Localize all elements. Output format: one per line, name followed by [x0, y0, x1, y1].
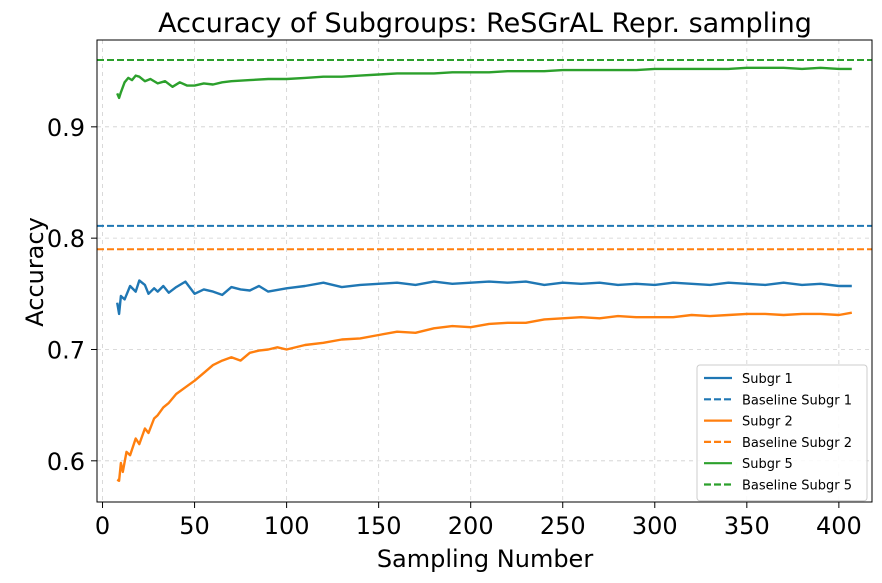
x-tick-label: 0: [95, 512, 110, 540]
x-tick-label: 200: [448, 512, 494, 540]
legend-label: Subgr 2: [742, 415, 793, 430]
y-tick-label: 0.6: [47, 448, 85, 476]
legend-box: [696, 364, 868, 502]
x-axis-ticks: 0 50 100 150 200 250 300 350 400: [95, 502, 862, 540]
x-tick-label: 350: [724, 512, 770, 540]
x-tick-label: 150: [356, 512, 402, 540]
y-tick-label: 0.7: [47, 336, 85, 364]
x-tick-label: 50: [179, 512, 210, 540]
subgr-1-line: [116, 279, 852, 316]
x-axis-label: Sampling Number: [377, 545, 594, 573]
plot-frame: [96, 39, 873, 503]
legend-label: Baseline Subgr 1: [742, 393, 852, 408]
y-tick-label: 0.9: [47, 114, 85, 142]
x-tick-label: 300: [632, 512, 678, 540]
subgr-2-line: [116, 311, 853, 482]
subgr-5-line: [116, 66, 852, 100]
legend: Subgr 1 Baseline Subgr 1 Subgr 2 Baseline S…: [696, 364, 868, 502]
x-tick-label: 100: [264, 512, 310, 540]
series-layer: [97, 59, 872, 482]
y-axis-ticks: 0.6 0.7 0.8 0.9: [47, 114, 97, 476]
legend-label: Baseline Subgr 5: [742, 479, 852, 494]
y-tick-label: 0.8: [47, 225, 85, 253]
legend-label: Baseline Subgr 2: [742, 436, 852, 451]
x-tick-label: 400: [816, 512, 862, 540]
x-tick-label: 250: [540, 512, 586, 540]
chart-title: Accuracy of Subgroups: ReSGrAL Repr. sam…: [158, 8, 812, 39]
legend-label: Subgr 5: [742, 457, 793, 472]
legend-label: Subgr 1: [742, 372, 793, 387]
y-axis-label: Accuracy: [21, 217, 49, 327]
